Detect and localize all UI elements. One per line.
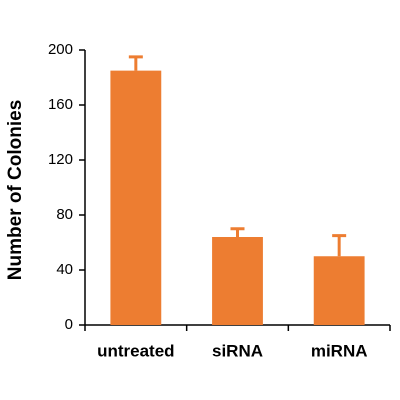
- x-tick-label: untreated: [97, 341, 174, 360]
- y-tick-label: 200: [48, 41, 73, 58]
- error-bar: [332, 234, 347, 257]
- y-tick-label: 120: [48, 151, 73, 168]
- bar: [110, 70, 162, 325]
- y-tick-label: 80: [56, 206, 73, 223]
- x-tick-label: miRNA: [311, 341, 368, 360]
- y-axis-label: Number of Colonies: [5, 100, 26, 281]
- y-tick-label: 40: [56, 261, 73, 278]
- bar: [212, 237, 263, 325]
- error-bar: [230, 227, 245, 237]
- x-tick-label: siRNA: [212, 341, 263, 360]
- error-bar: [128, 55, 143, 71]
- y-tick-label: 160: [48, 96, 73, 113]
- bar: [313, 256, 365, 325]
- y-tick-label: 0: [65, 316, 73, 333]
